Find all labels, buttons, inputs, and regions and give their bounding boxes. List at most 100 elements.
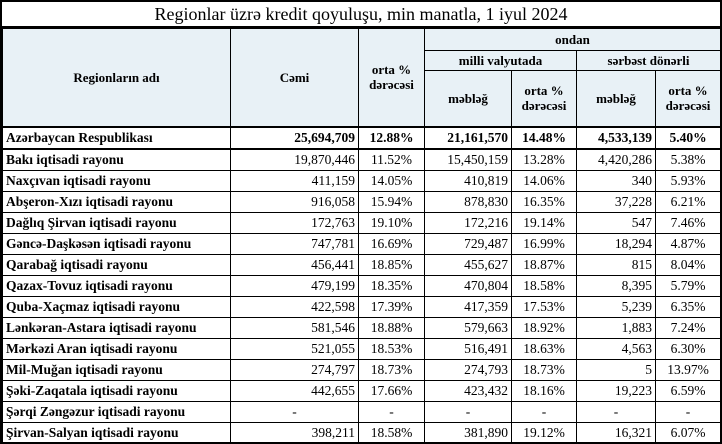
- national-avg-rate-cell: 19.12%: [511, 421, 577, 442]
- fx-avg-rate-cell: 6.59%: [654, 379, 720, 402]
- fx-avg-rate-cell: 5.93%: [654, 169, 720, 192]
- fx-amount-cell: 1,883: [576, 316, 656, 339]
- fx-amount-cell: 5: [576, 358, 656, 381]
- fx-avg-rate-cell: 6.07%: [654, 421, 720, 442]
- region-name-cell: Dağlıq Şirvan iqtisadi rayonu: [2, 211, 231, 234]
- total-amount-cell: 916,058: [230, 190, 359, 213]
- national-amount-cell: 417,359: [424, 295, 512, 318]
- total-amount-cell: 456,441: [230, 253, 359, 276]
- table-row: Mərkəzi Aran iqtisadi rayonu 521,055 18.53…: [2, 337, 720, 360]
- fx-amount-cell: 4,563: [576, 337, 656, 360]
- region-name-cell: Bakı iqtisadi rayonu: [2, 148, 231, 171]
- table-row: Qazax-Tovuz iqtisadi rayonu 479,199 18.35%…: [2, 274, 720, 297]
- avg-rate-cell: 18.88%: [358, 316, 425, 339]
- national-amount-cell: 410,819: [424, 169, 512, 192]
- national-avg-rate-cell: 14.48%: [511, 126, 577, 150]
- table-body: Azərbaycan Respublikası 25,694,709 12.88% 2…: [2, 126, 720, 442]
- national-amount-cell: 878,830: [424, 190, 512, 213]
- national-amount-cell: 172,216: [424, 211, 512, 234]
- avg-rate-cell: 17.66%: [358, 379, 425, 402]
- national-avg-rate-cell: 18.73%: [511, 358, 577, 381]
- region-name-cell: Naxçıvan iqtisadi rayonu: [2, 169, 231, 192]
- national-avg-rate-cell: 13.28%: [511, 148, 577, 171]
- total-amount-cell: 521,055: [230, 337, 359, 360]
- fx-avg-rate-cell: -: [654, 400, 720, 423]
- avg-rate-cell: 17.39%: [358, 295, 425, 318]
- national-avg-rate-cell: 19.14%: [511, 211, 577, 234]
- table-row: Qarabağ iqtisadi rayonu 456,441 18.85% 455,…: [2, 253, 720, 276]
- table-header: Regionların adı Cəmi orta % dərəcəsi ond…: [2, 28, 720, 127]
- national-amount-cell: 470,804: [424, 274, 512, 297]
- column-header-total: Cəmi: [230, 28, 359, 127]
- total-amount-cell: 479,199: [230, 274, 359, 297]
- table-row: Azərbaycan Respublikası 25,694,709 12.88% 2…: [2, 126, 720, 150]
- table-row: Gəncə-Daşkəsən iqtisadi rayonu 747,781 16.…: [2, 232, 720, 255]
- national-amount-cell: 729,487: [424, 232, 512, 255]
- fx-amount-cell: 18,294: [576, 232, 656, 255]
- total-amount-cell: 411,159: [230, 169, 359, 192]
- avg-rate-cell: 16.69%: [358, 232, 425, 255]
- column-header-of-which: ondan: [423, 28, 720, 51]
- fx-amount-cell: 5,239: [576, 295, 656, 318]
- region-name-cell: Şirvan-Salyan iqtisadi rayonu: [2, 421, 231, 442]
- national-avg-rate-cell: 18.92%: [511, 316, 577, 339]
- region-name-cell: Lənkəran-Astara iqtisadi rayonu: [2, 316, 231, 339]
- avg-rate-cell: 18.58%: [358, 421, 425, 442]
- fx-amount-cell: 4,533,139: [576, 126, 656, 150]
- fx-avg-rate-cell: 7.46%: [654, 211, 720, 234]
- national-avg-rate-cell: 18.16%: [511, 379, 577, 402]
- national-amount-cell: 381,890: [424, 421, 512, 442]
- total-amount-cell: 398,211: [230, 421, 359, 442]
- column-header-national-currency: milli valyutada: [424, 50, 577, 71]
- table-row: Bakı iqtisadi rayonu 19,870,446 11.52% 15,4…: [2, 148, 720, 171]
- national-amount-cell: -: [424, 400, 512, 423]
- national-avg-rate-cell: 18.87%: [511, 253, 577, 276]
- fx-amount-cell: 547: [576, 211, 656, 234]
- table-row: Naxçıvan iqtisadi rayonu 411,159 14.05% 410…: [2, 169, 720, 192]
- regions-credit-table: Regionların adı Cəmi orta % dərəcəsi ond…: [2, 28, 720, 442]
- national-avg-rate-cell: 16.35%: [511, 190, 577, 213]
- fx-avg-rate-cell: 6.30%: [654, 337, 720, 360]
- region-name-cell: Mil-Muğan iqtisadi rayonu: [2, 358, 231, 381]
- national-avg-rate-cell: 18.63%: [511, 337, 577, 360]
- avg-rate-cell: 18.53%: [358, 337, 425, 360]
- avg-rate-cell: 18.73%: [358, 358, 425, 381]
- column-header-fx-avg-rate: orta % dərəcəsi: [654, 70, 720, 127]
- fx-avg-rate-cell: 5.40%: [654, 126, 720, 150]
- region-name-cell: Azərbaycan Respublikası: [2, 126, 231, 150]
- table-row: Şərqi Zəngəzur iqtisadi rayonu - - - - - -: [2, 400, 720, 423]
- table-row: Lənkəran-Astara iqtisadi rayonu 581,546 18…: [2, 316, 720, 339]
- fx-avg-rate-cell: 6.35%: [654, 295, 720, 318]
- avg-rate-cell: 15.94%: [358, 190, 425, 213]
- fx-avg-rate-cell: 4.87%: [654, 232, 720, 255]
- region-name-cell: Qazax-Tovuz iqtisadi rayonu: [2, 274, 231, 297]
- total-amount-cell: 422,598: [230, 295, 359, 318]
- table-row: Dağlıq Şirvan iqtisadi rayonu 172,763 19.1…: [2, 211, 720, 234]
- national-avg-rate-cell: 14.06%: [511, 169, 577, 192]
- fx-avg-rate-cell: 5.79%: [654, 274, 720, 297]
- national-amount-cell: 274,793: [424, 358, 512, 381]
- region-name-cell: Qarabağ iqtisadi rayonu: [2, 253, 231, 276]
- region-name-cell: Gəncə-Daşkəsən iqtisadi rayonu: [2, 232, 231, 255]
- fx-avg-rate-cell: 5.38%: [654, 148, 720, 171]
- national-amount-cell: 516,491: [424, 337, 512, 360]
- national-amount-cell: 455,627: [424, 253, 512, 276]
- table-row: Mil-Muğan iqtisadi rayonu 274,797 18.73% 27…: [2, 358, 720, 381]
- fx-amount-cell: 19,223: [576, 379, 656, 402]
- fx-avg-rate-cell: 6.21%: [654, 190, 720, 213]
- avg-rate-cell: 14.05%: [358, 169, 425, 192]
- column-header-national-avg-rate: orta % dərəcəsi: [511, 70, 577, 127]
- national-amount-cell: 579,663: [424, 316, 512, 339]
- region-name-cell: Mərkəzi Aran iqtisadi rayonu: [2, 337, 231, 360]
- national-avg-rate-cell: 18.58%: [511, 274, 577, 297]
- national-amount-cell: 21,161,570: [424, 126, 512, 150]
- column-header-national-amount: məbləğ: [424, 70, 512, 127]
- national-avg-rate-cell: -: [511, 400, 577, 423]
- fx-avg-rate-cell: 8.04%: [654, 253, 720, 276]
- column-header-fx-amount: məbləğ: [576, 70, 656, 127]
- total-amount-cell: 25,694,709: [230, 126, 359, 150]
- avg-rate-cell: 18.35%: [358, 274, 425, 297]
- total-amount-cell: 274,797: [230, 358, 359, 381]
- avg-rate-cell: 18.85%: [358, 253, 425, 276]
